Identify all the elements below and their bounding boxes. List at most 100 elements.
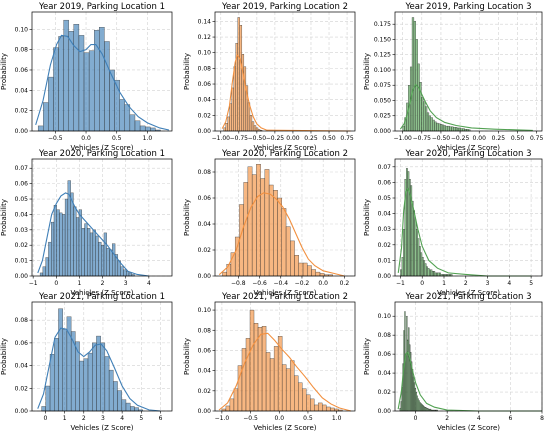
y-tick-label: 0.01 [15, 258, 29, 265]
histogram-bar [273, 190, 278, 277]
histogram-bar [255, 127, 259, 132]
histogram-bar [104, 356, 110, 412]
y-tick-label: 0.100 [374, 67, 391, 74]
histogram-bar [121, 399, 127, 412]
histogram-bar [58, 308, 63, 412]
kde-curve [37, 327, 161, 412]
y-tick-label: 0.08 [15, 47, 29, 54]
x-tick-label: 0.50 [511, 135, 525, 142]
histogram-bar [302, 262, 308, 277]
y-tick-label: 0.02 [15, 385, 29, 392]
histogram-bar [139, 125, 146, 132]
histogram-bar [229, 103, 232, 132]
y-tick-label: 0.07 [15, 165, 29, 172]
histogram-bar [99, 27, 105, 132]
histogram-bar [434, 272, 437, 277]
axes-frame [214, 158, 356, 277]
histogram-bar [113, 381, 118, 412]
subplot-5: −0.8 −0.6 −0.4 −0.2 0.0 0.2 0.00 0.02 0.04 0.06 0.… [183, 149, 356, 297]
histogram-bar [88, 50, 95, 132]
histogram-bar [68, 31, 74, 132]
histogram-bar [87, 228, 91, 277]
y-tick-label: 0.00 [15, 273, 29, 280]
histogram-bar [54, 338, 59, 412]
histogram-bar [45, 385, 51, 412]
histogram-bar [460, 128, 463, 132]
histogram-bar [423, 260, 426, 277]
axes-frame [394, 158, 543, 277]
histogram-bar [257, 327, 263, 412]
histogram-bar [76, 217, 80, 277]
histogram-bar [79, 360, 84, 412]
histogram-bar [265, 352, 271, 412]
histogram-bar [43, 102, 49, 132]
x-tick-label: 3 [124, 280, 128, 287]
x-tick-label: 4 [477, 415, 481, 422]
histogram-bar [302, 388, 307, 412]
histogram-bar [437, 272, 440, 277]
histogram-bar [41, 406, 46, 412]
histogram-bar [239, 25, 243, 132]
histogram-bar [70, 192, 74, 277]
axes-frame [394, 11, 543, 132]
histogram-bar [223, 127, 226, 132]
x-axis-label: Vehicles (Z Score) [437, 289, 500, 297]
x-tick-label: 1.0 [332, 415, 342, 422]
histogram-bar [251, 174, 257, 277]
subplot-8: −1.0 −0.5 0.0 0.5 1.0 0.00 0.02 0.04 0.06 0.08 0.1… [183, 292, 356, 432]
histogram-bar [58, 36, 64, 132]
x-tick-label: −1 [396, 280, 405, 287]
x-tick-label: −0.8 [231, 280, 246, 287]
subplot-3: −1.00 −0.75 −0.50 −0.25 0.00 0.25 0.50 0.75 0.00… [363, 2, 544, 152]
histogram-bar [251, 121, 255, 132]
histogram-bar [436, 122, 439, 132]
y-axis-label: Probability [0, 199, 8, 236]
y-tick-label: 0.06 [378, 351, 392, 358]
y-axis-label: Probability [183, 53, 191, 90]
y-tick-label: 0.00 [378, 408, 392, 415]
x-tick-label: 0.0 [274, 415, 284, 422]
histogram-bar [226, 264, 232, 277]
y-tick-label: 0.00 [198, 408, 212, 415]
histogram-bar [78, 35, 85, 132]
histogram-bar [89, 232, 94, 277]
subplot-7: 0 1 2 3 4 5 6 0.00 0.02 0.04 0.06 0.08 Year 2021, Pa… [0, 292, 173, 432]
histogram-bar [144, 126, 151, 132]
x-tick-label: 0.5 [112, 135, 122, 142]
histogram-bar [432, 119, 435, 132]
y-axis-label: Probability [183, 338, 191, 375]
histogram-bar [233, 388, 239, 412]
y-tick-label: 0.04 [15, 87, 29, 94]
histogram-bar [429, 269, 431, 277]
subplot-title: Year 2021, Parking Location 3 [404, 292, 531, 302]
y-tick-label: 0.050 [374, 97, 391, 104]
y-tick-label: 0.00 [378, 273, 392, 280]
x-tick-label: 1 [78, 280, 82, 287]
histogram-bar [62, 214, 66, 277]
histogram-bar [249, 309, 255, 412]
histogram-bar [402, 125, 405, 132]
histogram-bar [451, 126, 454, 132]
histogram-bar [78, 209, 82, 277]
x-tick-label: 4 [147, 280, 151, 287]
y-tick-label: 0.07 [378, 164, 392, 171]
histogram-bar [53, 47, 59, 132]
subplot-title: Year 2021, Parking Location 1 [38, 292, 165, 302]
x-tick-label: −0.5 [243, 415, 258, 422]
histogram-bar [281, 364, 287, 412]
x-tick-label: −0.75 [413, 135, 432, 142]
histogram-bar [434, 121, 437, 132]
histogram-bar [229, 398, 235, 412]
histogram-bar [130, 406, 135, 412]
x-axis-label: Vehicles (Z Score) [71, 144, 134, 152]
histogram-bar [101, 245, 105, 277]
y-tick-label: 0.08 [198, 327, 212, 334]
histogram-bar [129, 114, 136, 132]
y-tick-label: 0.04 [378, 370, 392, 377]
histogram-bar [241, 348, 247, 412]
x-tick-label: 6 [159, 415, 163, 422]
histogram-bar [87, 352, 93, 412]
histogram-bar [239, 204, 244, 277]
x-tick-label: −0.5 [48, 135, 63, 142]
